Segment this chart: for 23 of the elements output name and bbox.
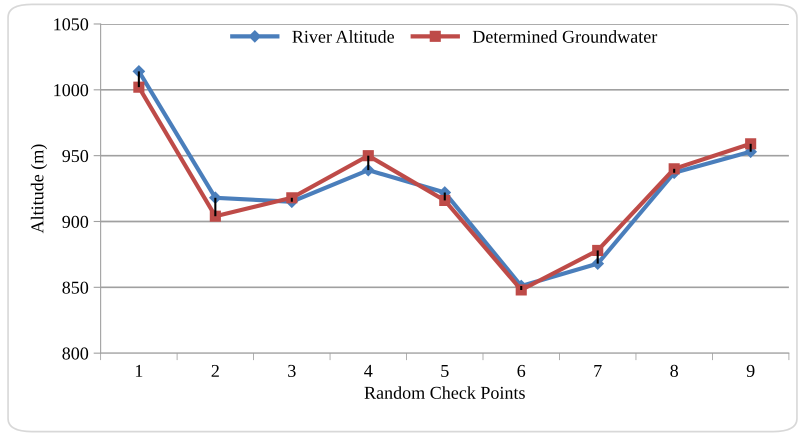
point bbox=[210, 210, 221, 222]
point bbox=[668, 163, 680, 174]
y-tick-label: 1050 bbox=[54, 18, 88, 30]
x-tick-label: 9 bbox=[746, 364, 754, 377]
x-tick-label: 3 bbox=[288, 364, 296, 377]
point bbox=[745, 138, 756, 150]
point bbox=[286, 192, 298, 204]
x-tick-label: 6 bbox=[518, 364, 526, 377]
y-tick-label: 900 bbox=[62, 216, 88, 228]
x-tick-label: 4 bbox=[364, 364, 373, 377]
x-tick-label: 1 bbox=[136, 364, 142, 377]
x-tick-label: 5 bbox=[441, 364, 449, 377]
y-tick-label: 800 bbox=[62, 347, 88, 360]
x-tick-label: 8 bbox=[670, 364, 678, 377]
x-tick-label: 2 bbox=[212, 364, 219, 377]
x-tick-label: 7 bbox=[594, 364, 602, 377]
legend-label: River Altitude bbox=[292, 30, 394, 43]
x-axis-title: Random Check Points bbox=[364, 386, 525, 399]
y-tick-label: 850 bbox=[62, 282, 88, 294]
y-tick-label: 950 bbox=[62, 150, 88, 162]
y-tick-label: 1000 bbox=[54, 84, 88, 96]
legend-label: Determined Groundwater bbox=[472, 30, 658, 43]
y-axis-title: Altitude (m) bbox=[30, 144, 48, 234]
